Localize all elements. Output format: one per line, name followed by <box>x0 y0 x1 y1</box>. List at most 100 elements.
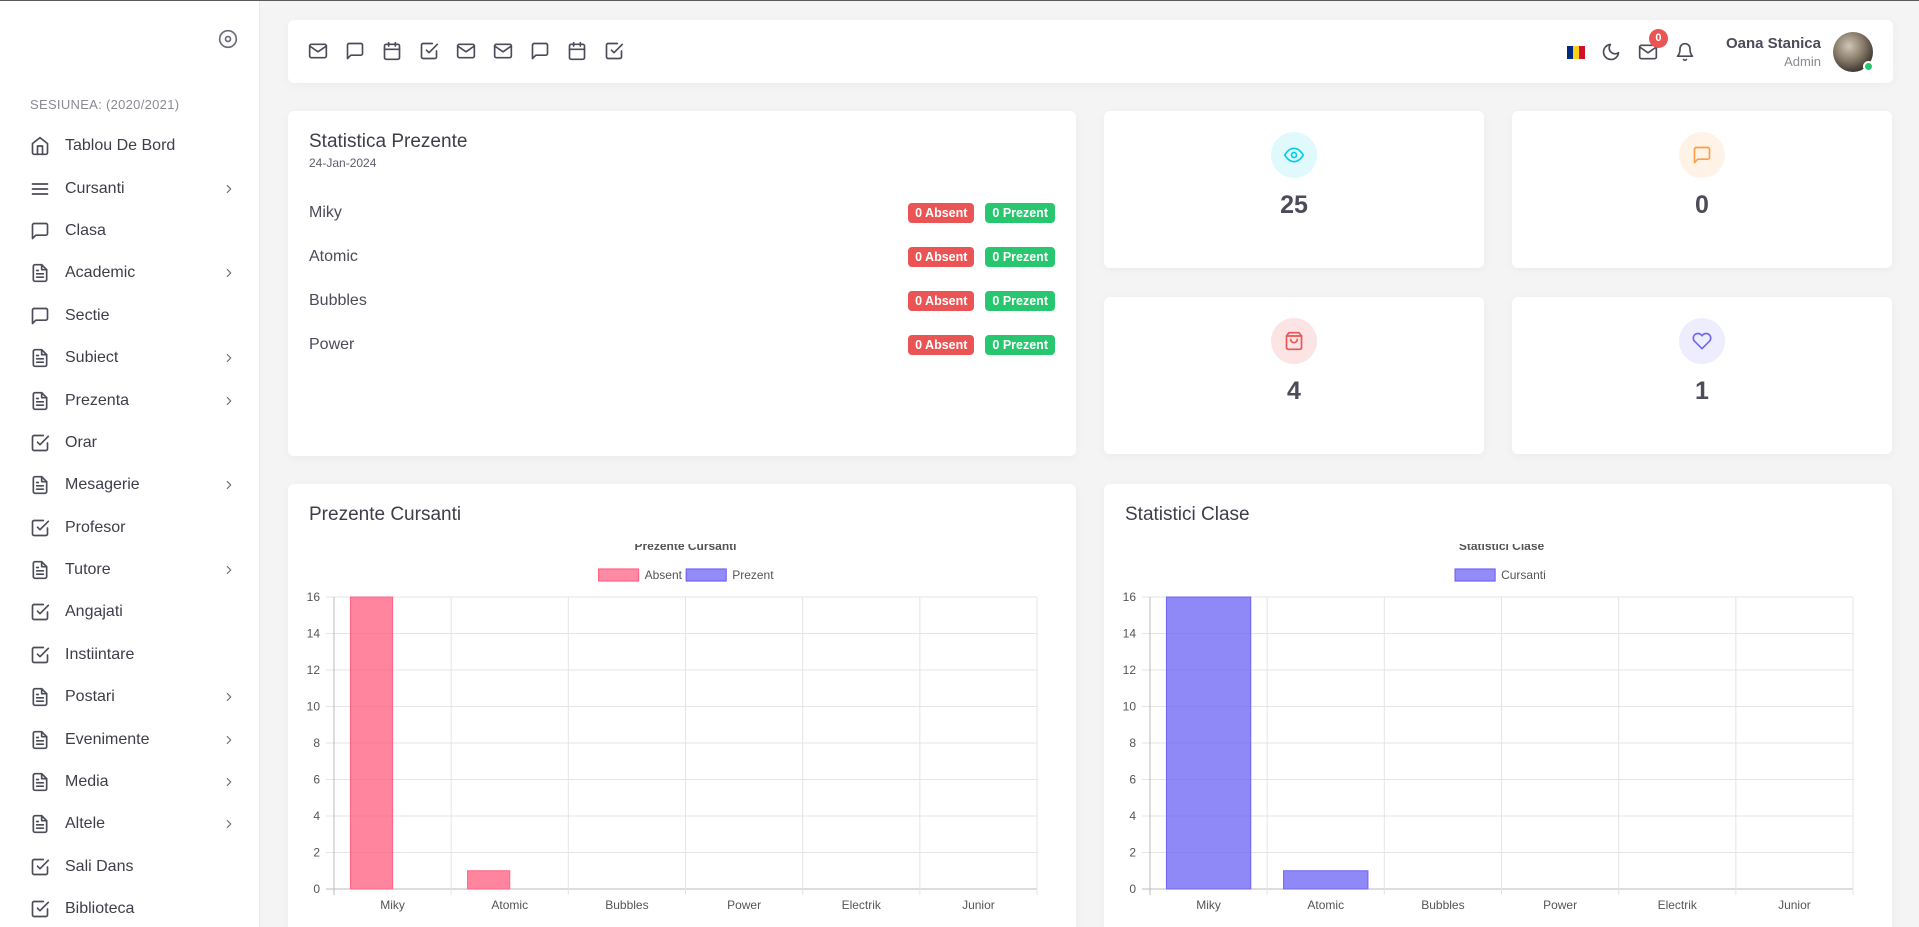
sidebar-item-biblioteca[interactable]: Biblioteca <box>0 888 260 927</box>
legend-swatch[interactable] <box>598 568 640 582</box>
y-tick-label: 14 <box>1123 627 1137 641</box>
sidebar-item-label: Angajati <box>65 603 123 621</box>
calendar-icon[interactable] <box>567 41 587 61</box>
y-tick-label: 6 <box>313 773 320 787</box>
user-name: Oana Stanica <box>1725 35 1821 52</box>
sidebar-item-instiintare[interactable]: Instiintare <box>0 634 260 676</box>
sidebar-item-media[interactable]: Media <box>0 761 260 803</box>
check-square-icon[interactable] <box>604 41 624 61</box>
legend-swatch[interactable] <box>1454 568 1496 582</box>
chevron-right-icon <box>222 478 236 492</box>
bell-icon[interactable] <box>1675 42 1695 62</box>
bar[interactable] <box>467 870 511 890</box>
sidebar-item-profesor[interactable]: Profesor <box>0 507 260 549</box>
heart-icon <box>1692 331 1712 351</box>
classes-chart-card: Statistici Clase Statistici Clase Cursant… <box>1104 484 1892 927</box>
attendance-list: Miky 0 Absent 0 Prezent Atomic 0 Absent 0 Pre… <box>309 191 1055 367</box>
sidebar-item-sectie[interactable]: Sectie <box>0 295 260 337</box>
y-tick-label: 2 <box>1129 846 1136 860</box>
sidebar-item-sali-dans[interactable]: Sali Dans <box>0 846 260 888</box>
sidebar-item-mesagerie[interactable]: Mesagerie <box>0 464 260 506</box>
sidebar-item-label: Mesagerie <box>65 476 140 494</box>
mail-icon[interactable] <box>308 41 328 61</box>
message-square-icon <box>1692 145 1712 165</box>
message-square-icon[interactable] <box>345 41 365 61</box>
mail-icon[interactable] <box>456 41 476 61</box>
legend-label[interactable]: Absent <box>645 568 683 582</box>
mail-icon[interactable] <box>493 41 513 61</box>
sidebar-toggle-icon[interactable] <box>218 29 238 49</box>
sidebar-item-label: Sectie <box>65 306 110 324</box>
file-text-icon <box>30 560 50 580</box>
absent-badge: 0 Absent <box>908 247 975 267</box>
stat-card-views: 25 <box>1104 111 1484 268</box>
classes-bar-chart: Statistici Clase Cursanti 0 2 4 6 8 10 12 14 16 Mik… <box>1123 544 1854 912</box>
sidebar-item-orar[interactable]: Orar <box>0 422 260 464</box>
class-name: Atomic <box>309 248 358 265</box>
absent-badge: 0 Absent <box>908 335 975 355</box>
attendance-row: Power 0 Absent 0 Prezent <box>309 323 1055 367</box>
sidebar-item-academic[interactable]: Academic <box>0 252 260 294</box>
x-tick-label: Miky <box>1196 898 1221 912</box>
message-square-icon <box>30 306 50 326</box>
attendance-bar-chart: Prezente Cursanti Absent Prezent 0 2 4 6 8 10 12 1… <box>307 544 1038 912</box>
avatar[interactable] <box>1833 32 1874 72</box>
sidebar-item-label: Clasa <box>65 221 106 239</box>
mail-count-badge: 0 <box>1648 29 1668 48</box>
chevron-right-icon <box>222 690 236 704</box>
attendance-badges: 0 Absent 0 Prezent <box>908 247 1055 267</box>
sidebar-item-clasa[interactable]: Clasa <box>0 210 260 252</box>
sidebar-item-cursanti[interactable]: Cursanti <box>0 167 260 209</box>
present-badge: 0 Prezent <box>985 247 1055 267</box>
eye-icon <box>1284 145 1304 165</box>
y-tick-label: 0 <box>1129 882 1136 896</box>
sidebar-item-label: Prezenta <box>65 391 130 409</box>
home-icon <box>30 136 50 156</box>
legend-label[interactable]: Cursanti <box>1501 568 1546 582</box>
sidebar-item-label: Altele <box>65 815 106 833</box>
chevron-right-icon <box>222 733 236 747</box>
mail-notifications[interactable]: 0 <box>1638 29 1668 62</box>
legend-label[interactable]: Prezent <box>732 568 774 582</box>
sidebar-item-label: Media <box>65 773 109 791</box>
chart-card-title: Prezente Cursanti <box>309 504 462 525</box>
bar[interactable] <box>1165 596 1252 890</box>
y-tick-label: 6 <box>1129 773 1136 787</box>
legend-swatch[interactable] <box>685 568 727 582</box>
absent-badge: 0 Absent <box>908 291 975 311</box>
sidebar-item-tutore[interactable]: Tutore <box>0 549 260 591</box>
attendance-row: Bubbles 0 Absent 0 Prezent <box>309 279 1055 323</box>
stat-value: 0 <box>1695 191 1709 219</box>
file-text-icon <box>30 730 50 750</box>
sidebar-item-label: Cursanti <box>65 179 125 197</box>
x-tick-label: Power <box>1543 898 1577 912</box>
stat-card-likes: 1 <box>1512 297 1892 454</box>
y-tick-label: 8 <box>1129 736 1136 750</box>
y-tick-label: 10 <box>307 700 321 714</box>
sidebar-item-label: Profesor <box>65 518 126 536</box>
shopping-bag-icon <box>1284 331 1304 351</box>
y-tick-label: 0 <box>313 882 320 896</box>
chart-title: Statistici Clase <box>1459 544 1545 553</box>
calendar-icon[interactable] <box>382 41 402 61</box>
sidebar-item-tablou-de-bord[interactable]: Tablou De Bord <box>0 125 260 167</box>
file-text-icon <box>30 263 50 283</box>
x-tick-label: Atomic <box>1307 898 1344 912</box>
menu-icon <box>30 179 50 199</box>
bar[interactable] <box>1283 870 1369 890</box>
sidebar-item-subiect[interactable]: Subiect <box>0 337 260 379</box>
language-flag-icon[interactable] <box>1566 45 1585 59</box>
message-square-icon[interactable] <box>530 41 550 61</box>
sidebar-item-evenimente[interactable]: Evenimente <box>0 718 260 760</box>
user-info[interactable]: Oana Stanica Admin <box>1726 35 1821 69</box>
sidebar-item-angajati[interactable]: Angajati <box>0 591 260 633</box>
sidebar-item-prezenta[interactable]: Prezenta <box>0 379 260 421</box>
y-tick-label: 14 <box>307 627 321 641</box>
sidebar-item-postari[interactable]: Postari <box>0 676 260 718</box>
check-square-icon[interactable] <box>419 41 439 61</box>
moon-icon[interactable] <box>1601 42 1621 62</box>
present-badge: 0 Prezent <box>985 203 1055 223</box>
bar[interactable] <box>349 596 394 890</box>
sidebar-item-altele[interactable]: Altele <box>0 803 260 845</box>
chart-title: Prezente Cursanti <box>634 544 736 553</box>
